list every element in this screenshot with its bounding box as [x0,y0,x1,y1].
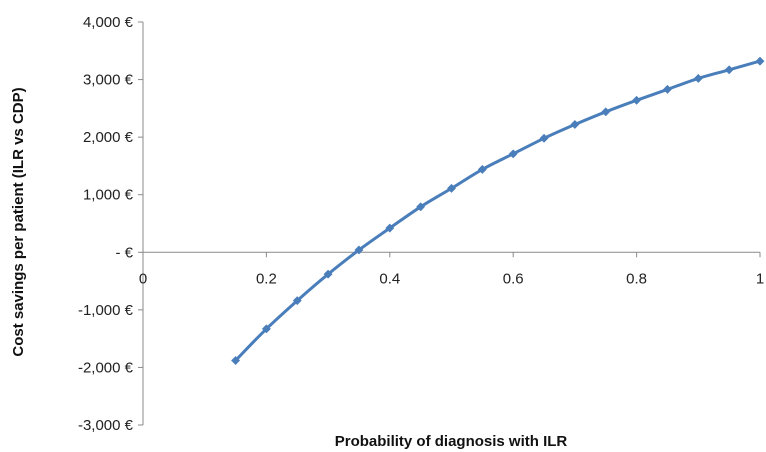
data-point-marker [508,149,518,159]
data-point-marker [323,269,333,279]
series-group [230,56,765,366]
data-point-marker [755,56,765,66]
x-tick-label: 0.6 [503,270,524,287]
y-tick-label: 4,000 € [83,14,134,31]
data-point-marker [385,223,395,233]
y-tick-label: -2,000 € [78,359,134,376]
series-0 [230,56,765,366]
y-tick-label: 1,000 € [83,187,134,204]
y-axis [138,21,144,426]
data-point-marker [477,164,487,174]
x-tick-label: 0.4 [379,270,400,287]
data-point-marker [539,133,549,143]
x-tick-label: 0.2 [256,270,277,287]
x-tick-labels: 0 0.2 0.4 0.6 0.8 1 [139,270,764,287]
y-tick-label: -3,000 € [78,417,134,434]
x-tick-label: 0.8 [626,270,647,287]
y-tick-label: -1,000 € [78,302,134,319]
data-point-marker [354,245,364,255]
x-tick-label: 1 [756,270,764,287]
data-point-marker [261,324,271,334]
data-point-marker [446,183,457,193]
data-point-marker [292,296,302,306]
data-point-marker [632,95,642,105]
data-point-marker [693,73,703,83]
y-tick-label: 3,000 € [83,72,134,89]
x-axis-title: Probability of diagnosis with ILR [335,433,568,450]
y-tick-labels: 4,000 € 3,000 € 2,000 € 1,000 € - € -1,000 € -… [78,14,134,434]
data-point-marker [662,84,673,94]
y-tick-label: 2,000 € [83,129,134,146]
data-point-marker [230,355,241,366]
data-point-marker [416,202,426,212]
y-axis-title: Cost savings per patient (ILR vs CDP) [10,87,27,356]
data-point-marker [601,107,611,117]
series-line [234,59,761,362]
data-point-marker [570,119,580,130]
data-point-marker [724,65,734,75]
x-axis [142,251,761,258]
x-tick-label: 0 [139,270,147,287]
y-tick-label: - € [115,244,133,261]
